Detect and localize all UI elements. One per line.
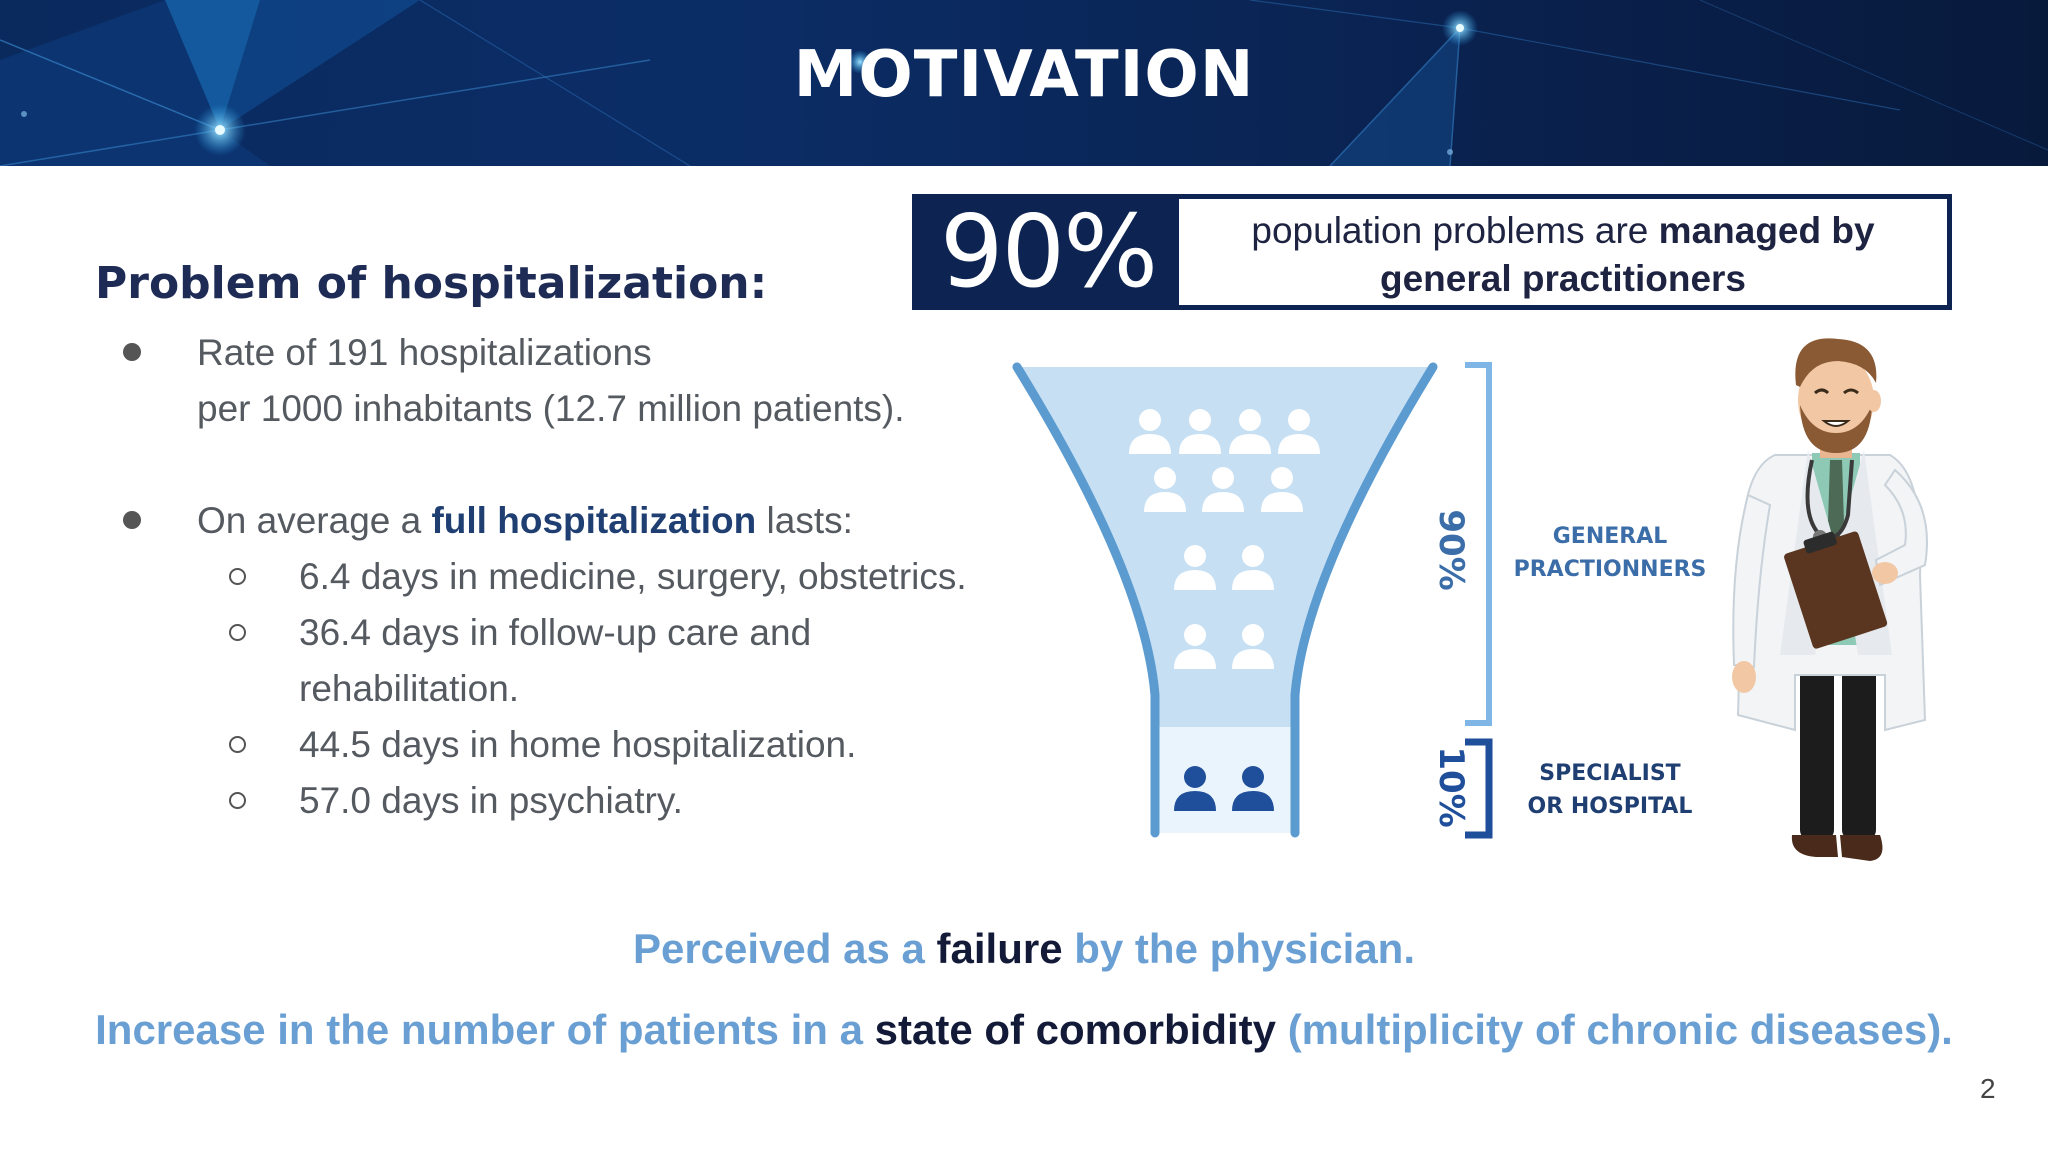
circle-bullet-icon: [229, 624, 246, 641]
sub-list-text: 57.0 days in psychiatry.: [299, 780, 683, 821]
funnel-graphic: 90% 10%: [1012, 362, 1493, 839]
stat-description: population problems are managed by gener…: [1179, 207, 1947, 303]
circle-bullet-icon: [229, 568, 246, 585]
stat-value: 90%: [917, 199, 1179, 305]
comorbidity-statement: Increase in the number of patients in a …: [0, 1006, 2048, 1054]
statement-text: by the physician.: [1062, 925, 1416, 972]
network-background-graphic: [0, 0, 2048, 166]
statement-text: Perceived as a: [632, 925, 937, 972]
circle-bullet-icon: [229, 792, 246, 809]
percent-10-label: 10%: [1431, 746, 1471, 827]
statement-text: (multiplicity of chronic diseases).: [1276, 1006, 1953, 1053]
statement-text: Increase in the number of patients in a: [95, 1006, 875, 1053]
header-banner: MOTIVATION: [0, 0, 2048, 166]
label-line: SPECIALIST: [1539, 761, 1681, 786]
sub-list-text: 36.4 days in follow-up care and: [299, 612, 812, 653]
bracket-10: [1465, 738, 1493, 839]
sub-list-text: 44.5 days in home hospitalization.: [299, 724, 857, 765]
bullet-dot-icon: [123, 343, 141, 361]
section-heading: Problem of hospitalization:: [95, 258, 768, 309]
label-line: GENERAL: [1552, 524, 1668, 549]
percent-90-label: 90%: [1431, 509, 1471, 590]
sub-list-text: rehabilitation.: [299, 668, 520, 709]
doctor-illustration: [1732, 338, 1928, 861]
label-line: PRACTIONNERS: [1513, 557, 1707, 582]
funnel-body: [1017, 367, 1433, 833]
bullet-text-prefix: On average a: [197, 500, 432, 541]
stat-text-bold: general practitioners: [1379, 258, 1746, 299]
statement-emphasis: failure: [936, 925, 1063, 972]
funnel-infographic: 90% 10% GENERAL PRACTIONNERS SPECIALIST …: [1005, 355, 1706, 860]
stat-callout: 90% population problems are managed by g…: [912, 194, 1952, 310]
bracket-90: [1465, 362, 1492, 726]
general-practitioners-label: GENERAL PRACTIONNERS: [1500, 520, 1720, 586]
bullet-text-highlight: full hospitalization: [431, 500, 757, 541]
bullet-text: On average a full hospitalization lasts:: [197, 493, 853, 548]
stat-text-bold: managed by: [1658, 210, 1875, 251]
label-line: OR HOSPITAL: [1527, 794, 1693, 819]
bullet-dot-icon: [123, 511, 141, 529]
stat-text-plain: population problems are: [1251, 210, 1659, 251]
funnel-neck: [1155, 727, 1295, 833]
funnel-right-edge: [1290, 362, 1438, 838]
page-number: 2: [1980, 1073, 1996, 1104]
statement-emphasis: state of comorbidity: [874, 1006, 1277, 1053]
specialist-hospital-label: SPECIALIST OR HOSPITAL: [1500, 757, 1720, 823]
failure-statement: Perceived as a failure by the physician.: [0, 925, 2048, 973]
bullet-text: Rate of 191 hospitalizations: [197, 332, 652, 373]
funnel-left-edge: [1012, 362, 1160, 838]
bullet-text: per 1000 inhabitants (12.7 million patie…: [197, 388, 905, 429]
circle-bullet-icon: [229, 736, 246, 753]
slide-title: MOTIVATION: [793, 38, 1255, 112]
sub-list-text: 6.4 days in medicine, surgery, obstetric…: [299, 556, 967, 597]
bullet-text-suffix: lasts:: [756, 500, 853, 541]
